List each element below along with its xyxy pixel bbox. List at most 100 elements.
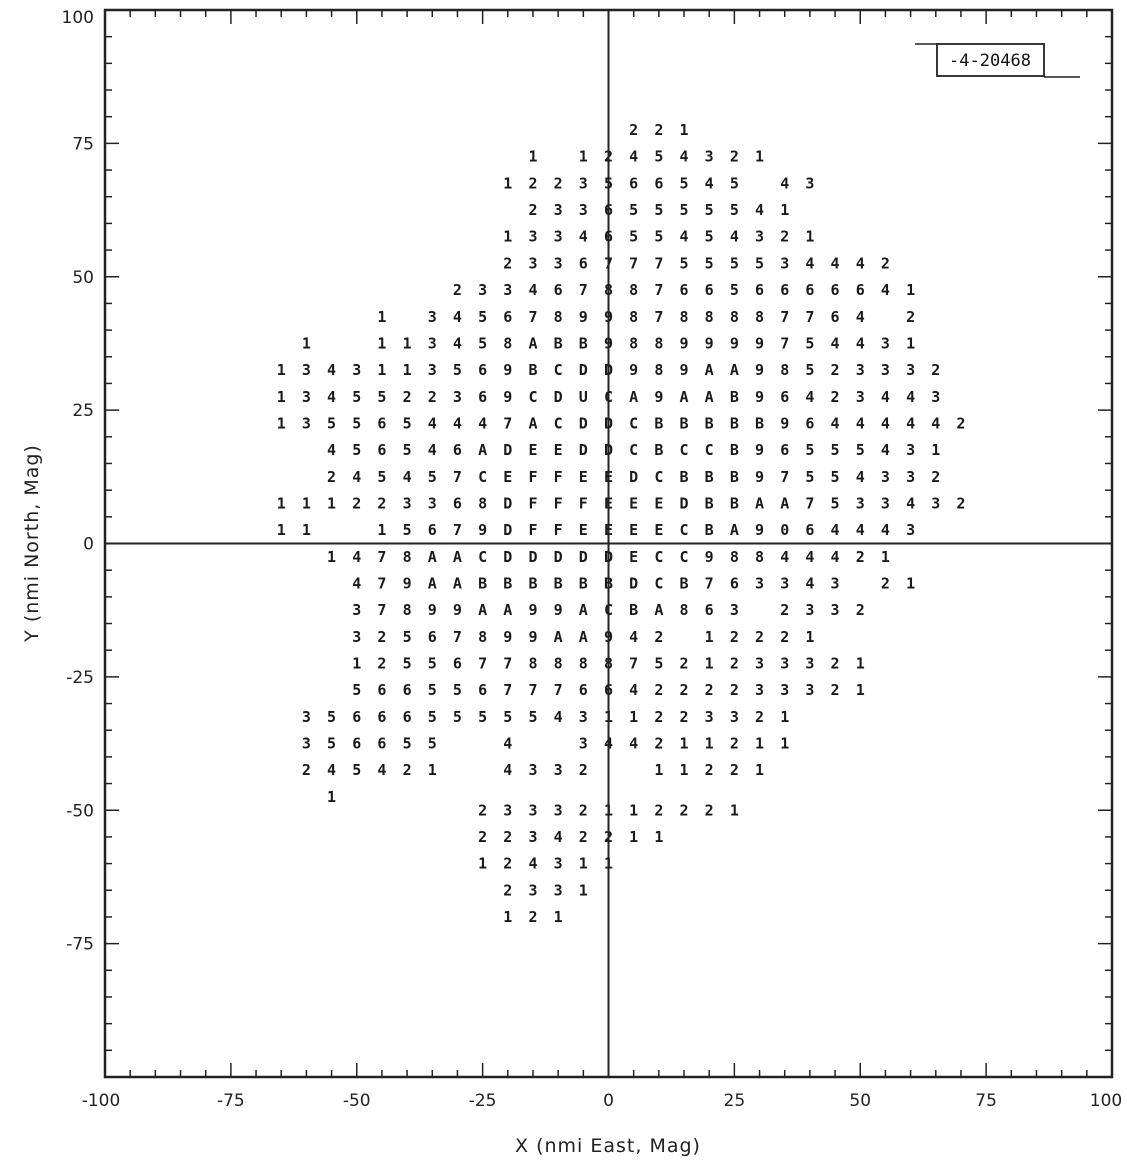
cell-value: 4	[805, 388, 814, 406]
cell-value: B	[579, 334, 588, 352]
cell-value: 2	[705, 801, 714, 819]
cell-value: 6	[705, 601, 714, 619]
cell-value: 5	[831, 441, 840, 459]
cell-value: 1	[629, 708, 638, 726]
cell-value: A	[780, 494, 789, 512]
y-tick-label: -75	[66, 935, 94, 955]
cell-value: 2	[403, 388, 412, 406]
cell-value: C	[680, 548, 689, 566]
cell-value: 1	[931, 441, 940, 459]
cell-value: 5	[352, 414, 361, 432]
cell-value: 1	[302, 334, 311, 352]
cell-value: C	[629, 441, 638, 459]
cell-value: 8	[528, 655, 537, 673]
cell-value: 4	[629, 148, 638, 166]
cell-value: 2	[377, 494, 386, 512]
cell-value: 7	[377, 575, 386, 593]
cell-value: 1	[730, 801, 739, 819]
cell-value: 2	[377, 628, 386, 646]
cell-value: 6	[831, 281, 840, 299]
y-tick-label: 0	[83, 535, 94, 555]
cell-value: 5	[831, 494, 840, 512]
cell-value: 7	[805, 308, 814, 326]
cell-value: 2	[528, 201, 537, 219]
cell-value: 9	[528, 601, 537, 619]
y-tick-label: -50	[66, 801, 94, 821]
cell-value: 3	[528, 801, 537, 819]
cell-value: 3	[528, 761, 537, 779]
cell-value: 3	[554, 881, 563, 899]
cell-value: 7	[528, 308, 537, 326]
cell-value: B	[730, 494, 739, 512]
y-tick-label: 50	[72, 268, 94, 288]
cell-value: 3	[579, 735, 588, 753]
cell-value: 7	[377, 548, 386, 566]
cell-value: 5	[730, 281, 739, 299]
cell-value: A	[528, 334, 537, 352]
cell-value: 4	[881, 521, 890, 539]
cell-value: E	[629, 494, 638, 512]
cell-value: 2	[831, 361, 840, 379]
cell-value: 7	[503, 414, 512, 432]
cell-value: 4	[428, 441, 437, 459]
cell-value: A	[654, 601, 663, 619]
x-tick-label: 100	[1090, 1091, 1122, 1111]
cell-value: 3	[503, 281, 512, 299]
cell-value: A	[478, 601, 487, 619]
cell-value: C	[528, 388, 537, 406]
cell-value: B	[503, 575, 512, 593]
cell-value: 3	[805, 655, 814, 673]
cell-value: 8	[780, 361, 789, 379]
cell-value: 7	[453, 628, 462, 646]
x-tick-label: 0	[603, 1091, 614, 1111]
cell-value: D	[503, 441, 512, 459]
cell-value: 1	[377, 334, 386, 352]
cell-value: 4	[805, 254, 814, 272]
cell-value: 1	[654, 761, 663, 779]
cell-value: 4	[629, 735, 638, 753]
cell-value: 2	[528, 174, 537, 192]
cell-value: 1	[705, 628, 714, 646]
cell-value: 4	[881, 281, 890, 299]
cell-value: 5	[352, 388, 361, 406]
cell-value: 6	[554, 281, 563, 299]
cell-value: 3	[881, 334, 890, 352]
cell-value: 1	[780, 708, 789, 726]
axis-ticks	[104, 9, 1113, 1078]
cell-value: 5	[403, 521, 412, 539]
cell-value: 7	[453, 521, 462, 539]
cell-value: C	[478, 468, 487, 486]
cell-value: D	[554, 548, 563, 566]
cell-value: 1	[377, 361, 386, 379]
cell-value: 3	[528, 881, 537, 899]
x-tick-label: -75	[217, 1091, 245, 1111]
cell-value: 2	[831, 655, 840, 673]
cell-value: B	[654, 414, 663, 432]
cell-value: 1	[478, 855, 487, 873]
cell-value: 3	[931, 494, 940, 512]
x-tick-label: 50	[849, 1091, 871, 1111]
cell-value: 5	[831, 468, 840, 486]
cell-value: 3	[931, 388, 940, 406]
cell-value: 2	[579, 828, 588, 846]
cell-value: 4	[906, 388, 915, 406]
cell-value: A	[503, 601, 512, 619]
cell-value: 2	[428, 388, 437, 406]
cell-value: 5	[654, 655, 663, 673]
cell-value: 2	[956, 414, 965, 432]
cell-value: A	[579, 628, 588, 646]
cell-value: D	[503, 548, 512, 566]
cell-value: 1	[352, 655, 361, 673]
cell-value: 4	[856, 308, 865, 326]
cell-value: 1	[680, 735, 689, 753]
cell-value: 1	[277, 414, 286, 432]
cell-value: 3	[453, 388, 462, 406]
cell-value: 1	[327, 494, 336, 512]
cell-value: D	[579, 441, 588, 459]
cell-value: D	[680, 494, 689, 512]
cell-value: 6	[579, 254, 588, 272]
cell-value: 3	[705, 148, 714, 166]
cell-value: 9	[503, 388, 512, 406]
cell-value: 1	[881, 548, 890, 566]
cell-value: 4	[805, 575, 814, 593]
